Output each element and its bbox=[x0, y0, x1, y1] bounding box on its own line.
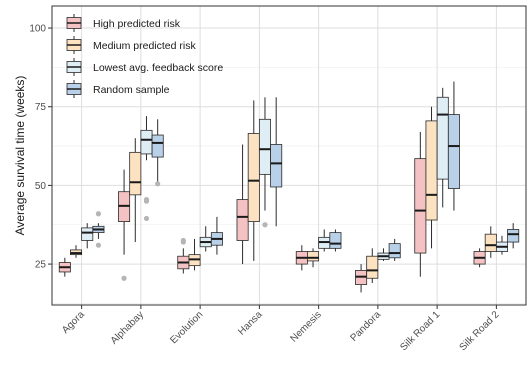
box-group bbox=[92, 211, 105, 248]
box-group bbox=[270, 97, 283, 227]
x-tick-label: Evolution bbox=[168, 309, 205, 346]
x-tick-label: Silk Road 1 bbox=[398, 309, 442, 353]
box-group bbox=[188, 238, 201, 271]
x-tick-label: Hansa bbox=[236, 309, 265, 338]
box bbox=[307, 251, 320, 262]
box bbox=[151, 134, 164, 158]
box bbox=[447, 114, 460, 189]
plot-panel-border bbox=[51, 5, 527, 306]
box bbox=[414, 158, 427, 254]
box bbox=[388, 243, 401, 259]
legend-item: High predicted risk bbox=[66, 14, 181, 32]
legend-label: Medium predicted risk bbox=[93, 40, 196, 52]
box-group bbox=[473, 248, 486, 268]
box-group bbox=[388, 238, 401, 261]
legend: High predicted risk Medium predicted risk… bbox=[66, 14, 223, 98]
box-group bbox=[414, 131, 427, 277]
box-group bbox=[484, 226, 497, 258]
box-group bbox=[436, 87, 449, 208]
box bbox=[507, 229, 520, 243]
y-tick-label: 100 bbox=[29, 24, 46, 35]
box-group bbox=[118, 169, 131, 281]
legend-label: Random sample bbox=[93, 84, 170, 96]
box bbox=[140, 129, 153, 155]
y-tick-label: 50 bbox=[35, 181, 47, 192]
box bbox=[425, 120, 438, 221]
box-group bbox=[295, 245, 308, 271]
outlier-point bbox=[143, 196, 150, 203]
box bbox=[270, 144, 283, 188]
box-group bbox=[318, 229, 331, 252]
box-group bbox=[507, 223, 520, 249]
x-tick-label: Alphabay bbox=[109, 309, 146, 346]
box-group bbox=[377, 248, 390, 261]
box-group bbox=[447, 81, 460, 211]
box-group bbox=[258, 97, 271, 228]
outlier-point bbox=[95, 211, 102, 217]
box-group bbox=[495, 235, 508, 255]
y-tick-label: 75 bbox=[35, 102, 47, 113]
box-group bbox=[307, 248, 320, 268]
outlier-point bbox=[180, 237, 186, 244]
box-group bbox=[425, 106, 438, 249]
box-group bbox=[58, 257, 71, 277]
box bbox=[129, 151, 142, 196]
box-group bbox=[81, 223, 94, 249]
outlier-point bbox=[95, 242, 102, 248]
legend-item: Lowest avg. feedback score bbox=[66, 58, 223, 76]
box bbox=[484, 233, 497, 252]
box bbox=[236, 199, 249, 241]
box bbox=[436, 96, 449, 180]
box-group bbox=[177, 237, 190, 274]
box bbox=[258, 118, 271, 175]
x-tick-label: Pandora bbox=[348, 309, 383, 344]
x-tick-label: Agora bbox=[60, 309, 87, 336]
outlier-point bbox=[155, 181, 161, 187]
y-axis-title: Average survival time (weeks) bbox=[13, 76, 27, 236]
box-group bbox=[329, 229, 342, 252]
outlier-point bbox=[121, 275, 127, 281]
x-tick-label: Silk Road 2 bbox=[458, 309, 502, 353]
box-group bbox=[129, 138, 142, 243]
box bbox=[247, 133, 260, 222]
outlier-point bbox=[262, 222, 268, 228]
box-group bbox=[70, 245, 83, 258]
boxes bbox=[58, 81, 520, 293]
box-group bbox=[247, 100, 260, 261]
legend-label: Lowest avg. feedback score bbox=[93, 62, 223, 74]
box-group bbox=[199, 226, 212, 252]
box-group bbox=[355, 264, 368, 293]
box-group bbox=[151, 119, 164, 187]
box bbox=[366, 255, 379, 279]
box-group bbox=[210, 216, 223, 255]
box-group bbox=[366, 248, 379, 283]
outlier-point bbox=[143, 215, 150, 222]
x-tick-label: Nemesis bbox=[288, 309, 323, 344]
legend-item: Medium predicted risk bbox=[66, 36, 196, 54]
legend-item: Random sample bbox=[66, 80, 170, 98]
box bbox=[329, 232, 342, 249]
box-group bbox=[140, 116, 153, 222]
box-group bbox=[236, 144, 249, 265]
y-tick-label: 25 bbox=[35, 260, 47, 271]
box bbox=[81, 227, 94, 241]
legend-label: High predicted risk bbox=[93, 18, 181, 30]
